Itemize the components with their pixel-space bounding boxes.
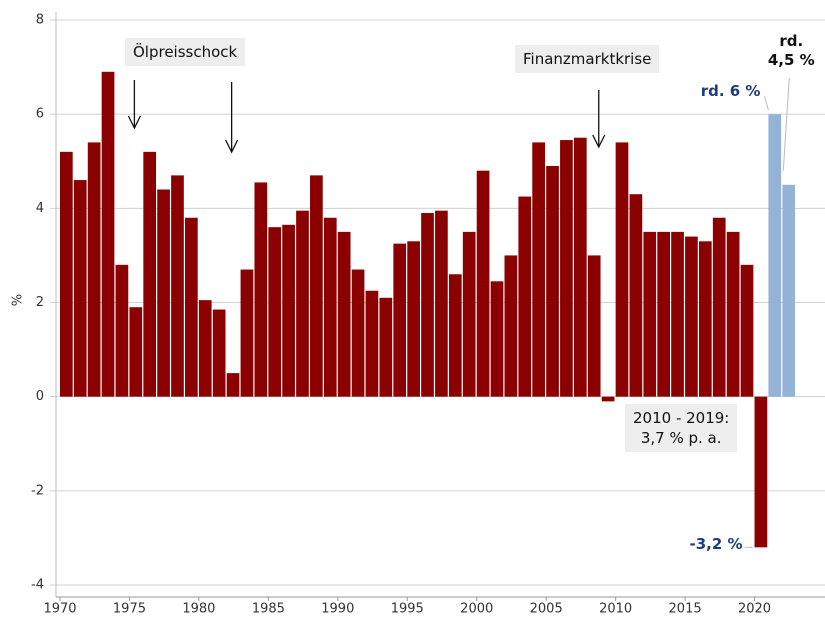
bar <box>726 231 740 397</box>
bar <box>282 224 295 397</box>
y-axis-label: % <box>11 294 26 306</box>
bar <box>435 210 448 397</box>
bar <box>393 243 407 397</box>
bar <box>87 142 101 397</box>
bar <box>337 231 351 397</box>
bar <box>532 142 545 397</box>
y-tick-label: -2 <box>31 483 44 498</box>
leader-line <box>763 96 769 111</box>
bar <box>268 227 282 397</box>
bar <box>379 297 393 397</box>
bar <box>73 180 87 397</box>
y-tick-label: 6 <box>36 107 44 122</box>
x-tick-label: 2005 <box>530 602 563 617</box>
bar <box>587 255 601 397</box>
x-tick-label: 1995 <box>391 602 424 617</box>
bar <box>407 241 420 397</box>
y-tick-label: -4 <box>31 578 44 593</box>
x-tick-label: 2015 <box>669 602 702 617</box>
x-tick-label: 1980 <box>182 602 215 617</box>
x-tick-label: 1985 <box>252 602 285 617</box>
bar <box>518 196 532 397</box>
bar <box>698 241 712 397</box>
bar <box>671 231 684 397</box>
y-tick-label: 8 <box>36 13 44 28</box>
bar <box>365 290 379 397</box>
bar <box>615 142 629 397</box>
x-tick-label: 1975 <box>113 602 146 617</box>
annotation: Finanzmarktkrise <box>515 45 660 73</box>
bar <box>115 264 129 397</box>
arrow-head <box>225 139 239 154</box>
value-label: rd. 6 % <box>700 82 761 101</box>
bar <box>185 217 198 397</box>
bar <box>226 373 240 397</box>
bar <box>573 137 587 397</box>
bar <box>462 231 476 397</box>
bar <box>448 274 462 397</box>
bar <box>476 170 490 397</box>
y-tick-label: 0 <box>36 389 44 404</box>
bar <box>212 309 226 397</box>
annotation: Ölpreisschock <box>125 38 246 66</box>
bar <box>643 231 657 397</box>
x-tick-label: 2010 <box>599 602 632 617</box>
bar <box>421 213 434 397</box>
bar <box>782 184 796 397</box>
bar <box>157 189 170 397</box>
bar <box>296 210 309 397</box>
bar <box>768 114 782 397</box>
x-tick-label: 1970 <box>43 602 76 617</box>
bar <box>101 71 115 397</box>
x-tick-label: 1990 <box>321 602 354 617</box>
bar <box>504 255 518 397</box>
bar <box>685 236 698 397</box>
bar <box>323 217 337 397</box>
bar <box>310 175 323 397</box>
y-tick-label: 4 <box>36 201 44 216</box>
bar <box>143 151 157 397</box>
y-tick-label: 2 <box>36 295 44 310</box>
arrow-head <box>127 115 141 130</box>
value-label: -3,2 % <box>689 535 743 554</box>
arrow-head <box>592 134 606 149</box>
x-tick-label: 2020 <box>738 602 771 617</box>
bar <box>171 175 184 397</box>
leader-line <box>782 77 790 171</box>
bar <box>601 396 615 402</box>
bar <box>546 165 559 397</box>
value-label: rd. 4,5 % <box>767 32 815 69</box>
bar <box>754 396 768 548</box>
bar <box>254 182 268 397</box>
bar <box>657 231 670 397</box>
bar <box>198 300 212 397</box>
bar <box>560 140 573 397</box>
bar <box>60 151 73 397</box>
bar <box>129 307 143 397</box>
x-tick-label: 2000 <box>460 602 493 617</box>
bar <box>712 217 726 397</box>
bar <box>490 281 504 397</box>
bar <box>740 264 754 397</box>
bar <box>240 269 254 397</box>
bar <box>629 194 643 397</box>
annotation: 2010 - 2019: 3,7 % p. a. <box>625 404 738 452</box>
bar <box>351 269 365 397</box>
